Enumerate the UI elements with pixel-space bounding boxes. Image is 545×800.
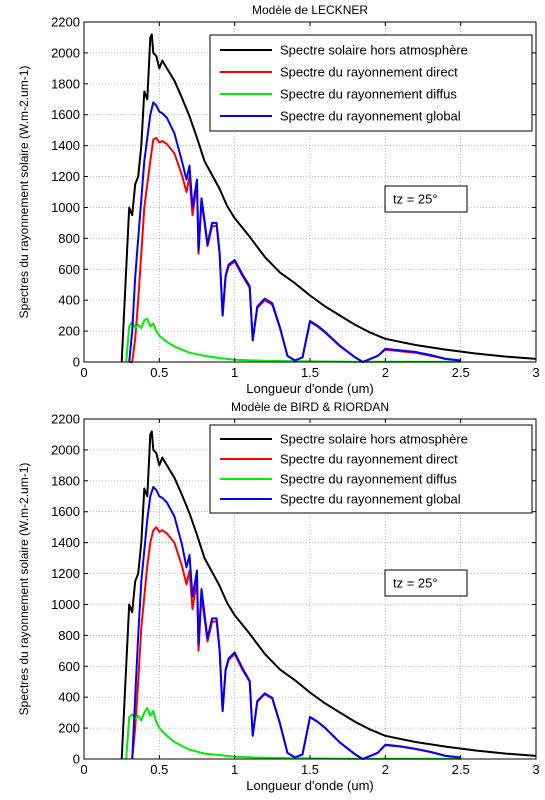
x-axis-label: Longueur d'onde (um)	[246, 778, 374, 793]
y-tick-label: 1000	[51, 597, 80, 612]
x-tick-label: 2	[382, 365, 389, 380]
x-axis-label: Longueur d'onde (um)	[246, 381, 374, 396]
y-tick-label: 2200	[51, 412, 80, 427]
y-tick-label: 800	[58, 231, 80, 246]
annotation-text: tz = 25°	[393, 576, 438, 591]
series-line-3	[128, 101, 461, 363]
chart-title: Modèle de LECKNER	[252, 3, 368, 17]
legend: Spectre solaire hors atmosphère Spectre d…	[209, 424, 533, 514]
y-tick-label: 1200	[51, 169, 80, 184]
y-tick-label: 400	[58, 690, 80, 705]
x-tick-label: 0	[80, 762, 87, 777]
x-tick-label: 2.5	[452, 762, 470, 777]
y-axis-label: Spectres du rayonnement solaire (W.m-2.u…	[17, 66, 31, 319]
chart-title: Modèle de BIRD & RIORDAN	[231, 400, 389, 414]
y-tick-label: 1000	[51, 200, 80, 215]
legend-label-3: Spectre du rayonnement global	[280, 492, 461, 507]
series-line-0	[120, 430, 537, 760]
x-tick-label: 2	[382, 762, 389, 777]
y-tick-label: 600	[58, 659, 80, 674]
y-tick-label: 200	[58, 721, 80, 736]
x-tick-label: 0.5	[150, 365, 168, 380]
y-axis-label: Spectres du rayonnement solaire (W.m-2.u…	[17, 463, 31, 716]
y-tick-label: 600	[58, 262, 80, 277]
x-tick-label: 0.5	[150, 762, 168, 777]
x-tick-label: 2.5	[452, 365, 470, 380]
y-tick-label: 1600	[51, 504, 80, 519]
y-tick-label: 1400	[51, 138, 80, 153]
legend-label-1: Spectre du rayonnement direct	[280, 65, 458, 80]
y-tick-label: 2000	[51, 45, 80, 60]
chart-0: 0 0.5 1 1.5 2 2.5 3 0 200 400 600 800 1000 1200 1400 16…	[17, 3, 540, 396]
y-tick-label: 2200	[51, 15, 80, 30]
legend-label-0: Spectre solaire hors atmosphère	[280, 43, 468, 58]
x-tick-label: 3	[532, 365, 539, 380]
y-tick-label: 0	[73, 355, 80, 370]
y-tick-label: 400	[58, 293, 80, 308]
legend-label-2: Spectre du rayonnement diffus	[280, 87, 457, 102]
x-tick-label: 0	[80, 365, 87, 380]
legend: Spectre solaire hors atmosphère Spectre d…	[209, 34, 533, 132]
x-tick-label: 1	[231, 762, 238, 777]
y-tick-label: 1400	[51, 535, 80, 550]
legend-label-0: Spectre solaire hors atmosphère	[280, 432, 468, 447]
y-tick-label: 1800	[51, 76, 80, 91]
legend-label-3: Spectre du rayonnement global	[280, 109, 461, 124]
y-tick-label: 0	[73, 752, 80, 767]
chart-1: 0 0.5 1 1.5 2 2.5 3 0 200 400 600 800 1000 1200 1400 16…	[17, 400, 540, 793]
y-tick-label: 2000	[51, 442, 80, 457]
annotation-text: tz = 25°	[393, 192, 438, 207]
series-line-3	[131, 486, 461, 760]
y-tick-label: 1200	[51, 566, 80, 581]
y-tick-label: 1800	[51, 473, 80, 488]
series-line-0	[120, 33, 537, 363]
x-tick-label: 1.5	[301, 365, 319, 380]
x-tick-label: 1	[231, 365, 238, 380]
annotation-box	[384, 185, 468, 213]
legend-label-2: Spectre du rayonnement diffus	[280, 472, 457, 487]
y-tick-label: 1600	[51, 107, 80, 122]
legend-label-1: Spectre du rayonnement direct	[280, 452, 458, 467]
y-tick-label: 800	[58, 628, 80, 643]
y-tick-label: 200	[58, 324, 80, 339]
x-tick-label: 1.5	[301, 762, 319, 777]
x-tick-label: 3	[532, 762, 539, 777]
annotation-box	[384, 569, 468, 597]
